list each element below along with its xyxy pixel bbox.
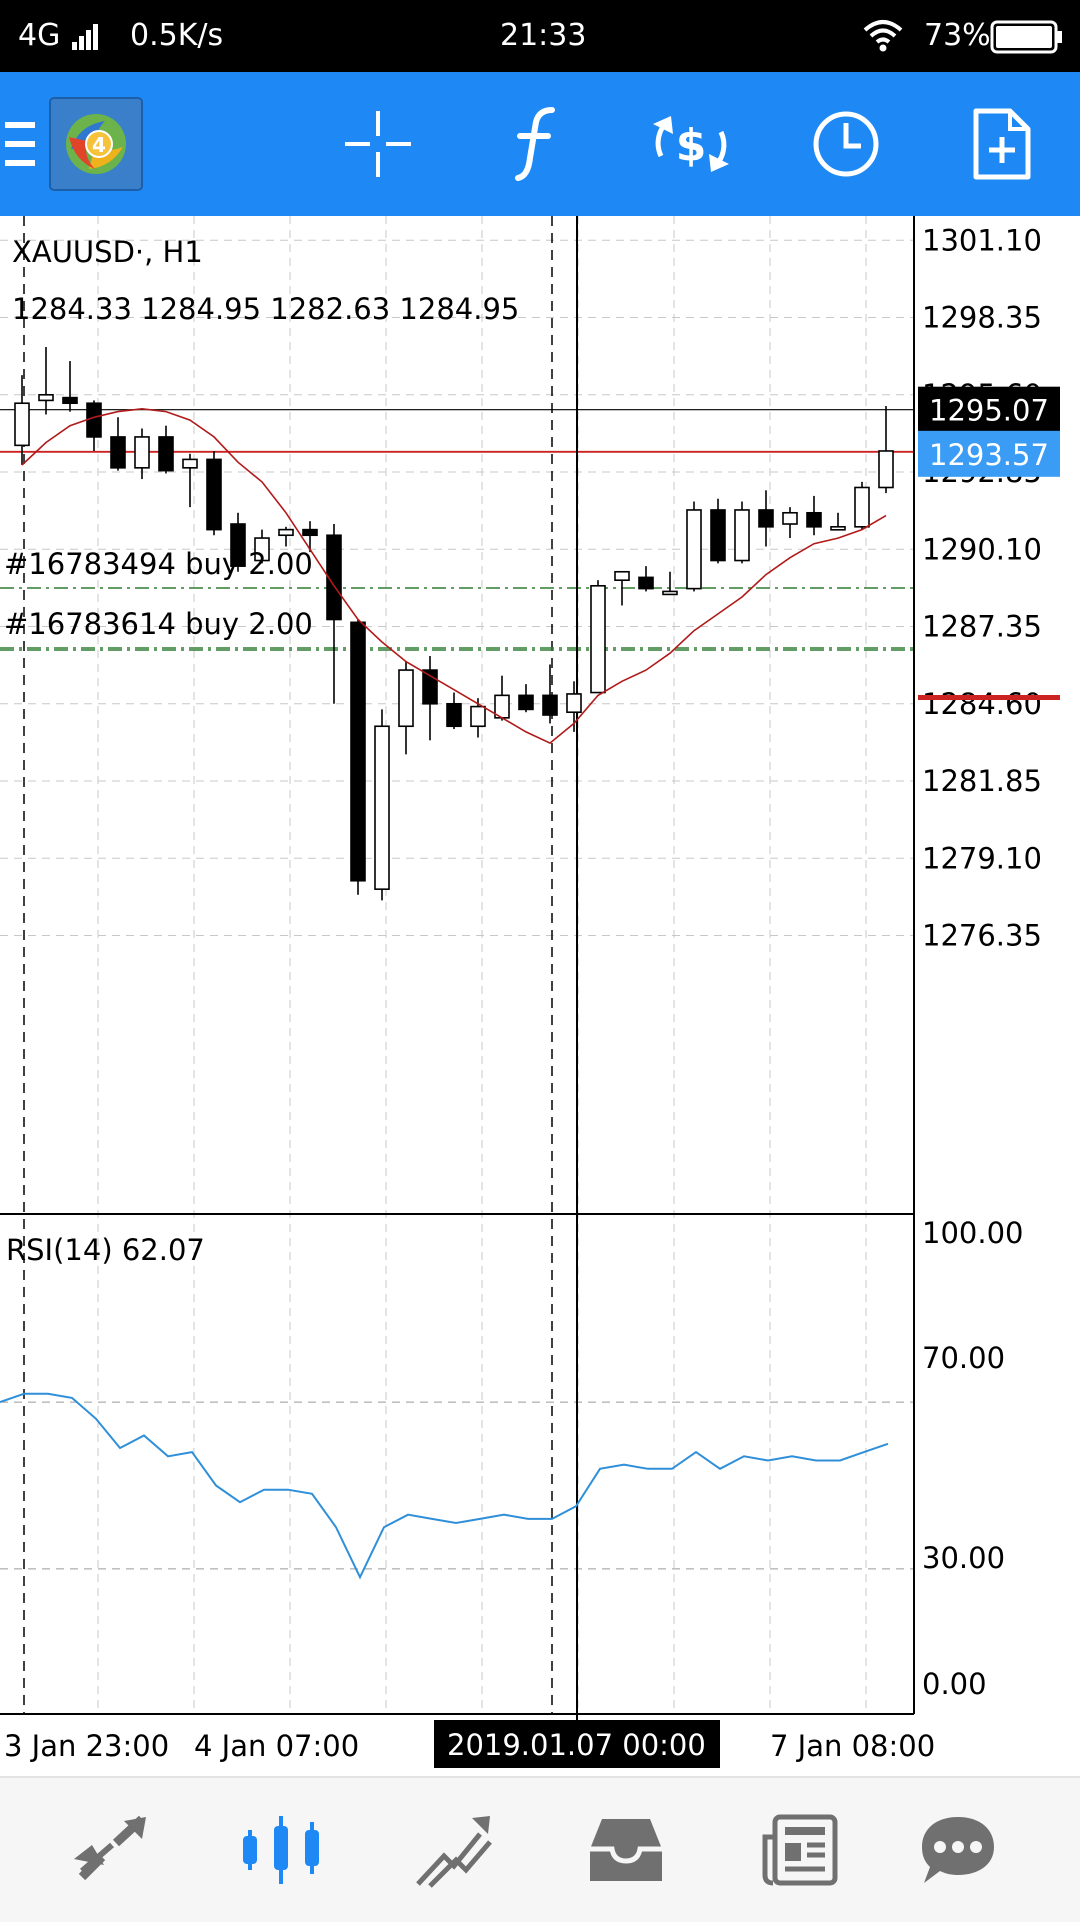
bearish-candle [350, 621, 366, 882]
status-bar: 4G 0.5K/s 21:33 73% [0, 0, 1080, 72]
bullish-candle [878, 450, 894, 489]
time-axis-label: 4 Jan 07:00 [194, 1729, 359, 1763]
bid-tag-accent [918, 695, 1060, 700]
crosshair-time-tag [434, 1720, 720, 1768]
bearish-candle [638, 576, 654, 590]
bullish-candle [686, 509, 702, 590]
network-speed: 0.5K/s [130, 18, 224, 53]
signal-icon [70, 22, 100, 61]
time-axis-label: 3 Jan 23:00 [4, 1729, 169, 1763]
bearish-candle [446, 702, 462, 728]
bullish-candle [398, 669, 414, 728]
bearish-candle [326, 534, 342, 621]
bearish-candle [158, 436, 174, 472]
crosshair-icon[interactable] [336, 72, 420, 216]
price-axis-label: 1276.35 [922, 919, 1042, 953]
toolbar: 4 $ [0, 72, 1080, 216]
trade-icon[interactable]: $ [646, 72, 736, 216]
indicators-icon[interactable] [494, 72, 574, 216]
price-axis-label: 1290.10 [922, 532, 1042, 566]
history-icon[interactable] [566, 1778, 686, 1922]
bearish-candle [62, 396, 78, 405]
bearish-candle [230, 523, 246, 567]
svg-text:$: $ [676, 120, 707, 171]
bullish-candle [254, 537, 270, 562]
bullish-candle [614, 570, 630, 581]
moving-average-line [21, 407, 887, 745]
bullish-candle [662, 590, 678, 596]
price-axis-label: 1301.10 [922, 223, 1042, 257]
bottom-nav [0, 1776, 1080, 1922]
news-icon[interactable] [740, 1778, 860, 1922]
bullish-candle [566, 693, 582, 714]
chat-icon[interactable] [898, 1778, 1018, 1922]
crosshair-time-value: 2019.01.07 00:00 [447, 1728, 706, 1762]
rsi-label: RSI(14) 62.07 [6, 1233, 205, 1267]
price-axis-label: 1281.85 [922, 764, 1042, 798]
time-axis-label: 7 Jan 08:00 [770, 1729, 935, 1763]
bullish-candle [854, 486, 870, 528]
price-axis-label: 1287.35 [922, 610, 1042, 644]
chart-svg[interactable]: XAUUSD·, H1 1284.33 1284.95 1282.63 1284… [0, 216, 1080, 1771]
bearish-candle [206, 458, 222, 531]
bullish-candle [134, 436, 150, 469]
trade-nav-icon[interactable] [394, 1778, 514, 1922]
ask-price-value: 1295.07 [929, 394, 1049, 428]
rsi-axis-label: 0.00 [922, 1667, 987, 1701]
bearish-candle [758, 509, 774, 528]
svg-text:4: 4 [92, 133, 106, 157]
rsi-axis-label: 100.00 [922, 1216, 1023, 1250]
symbol-label: XAUUSD·, H1 [12, 235, 203, 269]
battery-percent: 73% [924, 18, 991, 53]
bearish-candle [86, 402, 102, 438]
ask-price-tag [918, 386, 1060, 433]
ohlc-label: 1284.33 1284.95 1282.63 1284.95 [12, 292, 519, 326]
bearish-candle [542, 694, 558, 716]
menu-icon[interactable] [0, 72, 40, 216]
bullish-candle [470, 705, 486, 728]
order-label-2[interactable]: #16783614 buy 2.00 [4, 607, 313, 641]
bullish-candle [590, 585, 606, 694]
chart-area[interactable]: XAUUSD·, H1 1284.33 1284.95 1282.63 1284… [0, 216, 1080, 1771]
bullish-candle [374, 725, 390, 890]
timeframe-icon[interactable] [806, 72, 886, 216]
bullish-candle [278, 528, 294, 537]
wifi-icon [862, 18, 904, 61]
bearish-candle [518, 694, 534, 711]
bullish-candle [14, 402, 30, 447]
network-type: 4G [18, 18, 61, 53]
rsi-axis-label: 30.00 [922, 1541, 1005, 1575]
price-axis-label: 1279.10 [922, 841, 1042, 875]
bearish-candle [302, 528, 318, 537]
bearish-candle [110, 436, 126, 469]
price-axis-label: 1298.35 [922, 301, 1042, 335]
quotes-icon[interactable] [50, 1778, 170, 1922]
bullish-candle [182, 458, 198, 469]
bullish-candle [734, 509, 750, 562]
rsi-axis-label: 70.00 [922, 1341, 1005, 1375]
bearish-candle [806, 511, 822, 528]
bid-price-value: 1293.57 [929, 438, 1049, 472]
chart-icon[interactable] [222, 1778, 342, 1922]
new-order-icon[interactable] [964, 72, 1040, 216]
clock: 21:33 [500, 18, 587, 53]
bullish-candle [830, 526, 846, 531]
bid-price-tag [918, 430, 1060, 477]
bearish-candle [710, 509, 726, 562]
bullish-candle [38, 393, 54, 402]
bullish-candle [782, 511, 798, 525]
price-axis-label: 1284.60 [922, 687, 1042, 721]
order-label-1[interactable]: #16783494 buy 2.00 [4, 547, 313, 581]
metatrader-4-logo[interactable]: 4 [48, 72, 144, 216]
battery-icon [990, 20, 1064, 63]
rsi-line [0, 1392, 889, 1580]
